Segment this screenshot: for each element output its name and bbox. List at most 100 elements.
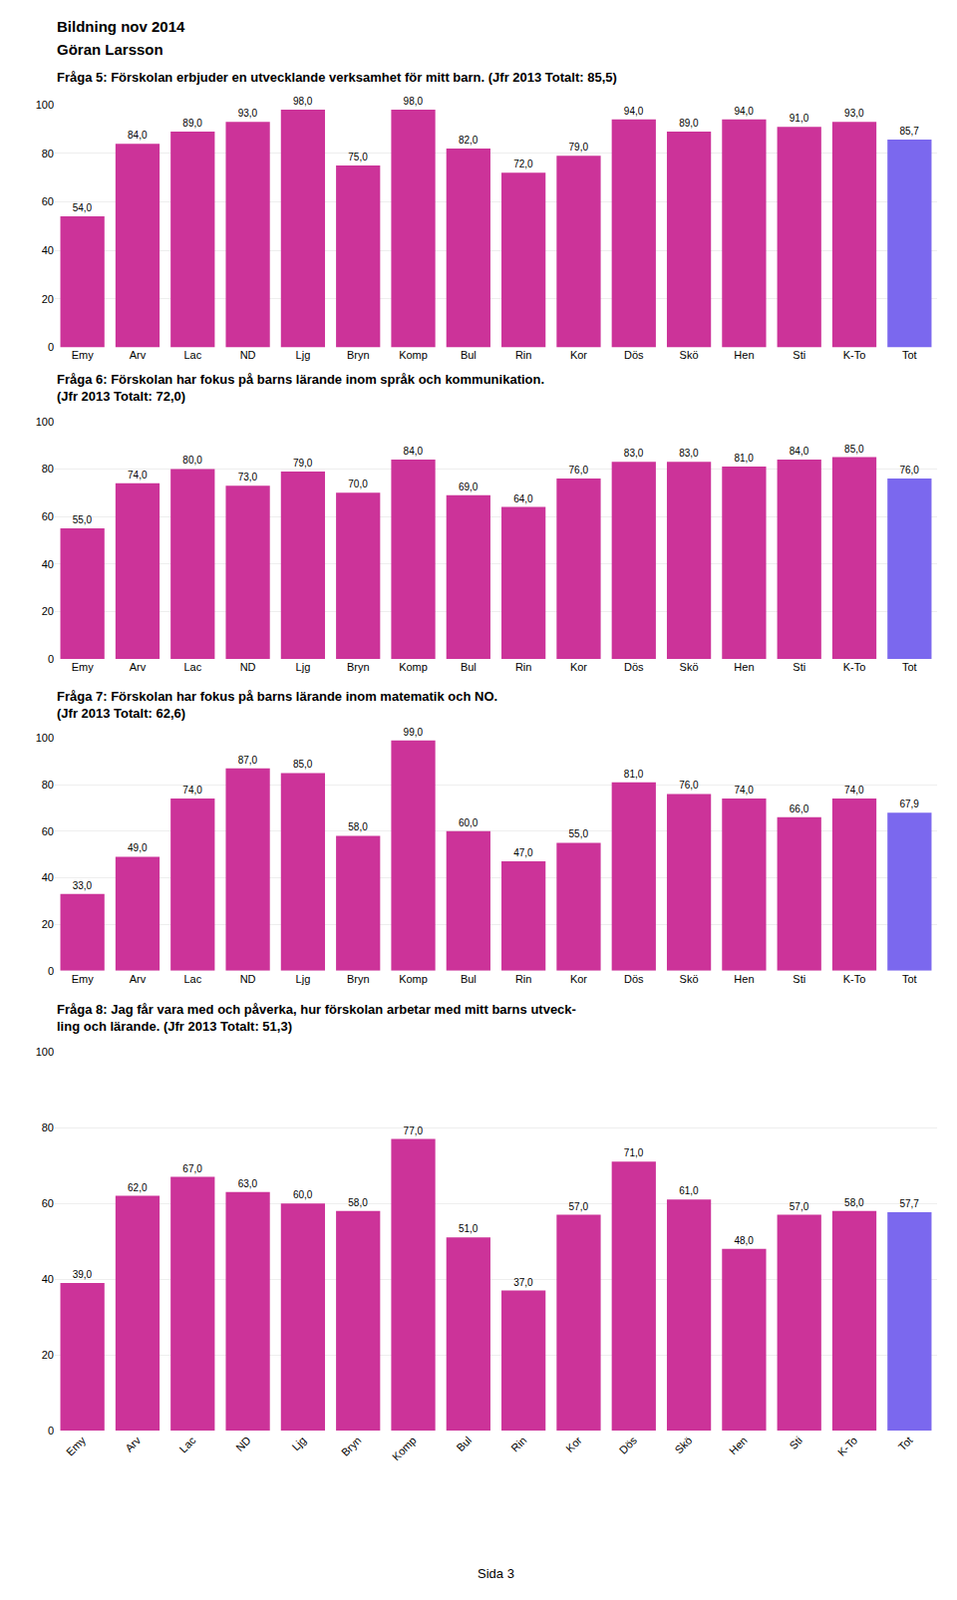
svg-text:100: 100	[35, 98, 54, 111]
svg-text:94,0: 94,0	[733, 105, 754, 117]
svg-text:66,0: 66,0	[789, 803, 810, 815]
svg-text:70,0: 70,0	[347, 478, 368, 490]
svg-text:Ljg: Ljg	[296, 972, 312, 985]
svg-text:Hen: Hen	[733, 348, 754, 361]
svg-text:57,0: 57,0	[789, 1201, 810, 1213]
svg-text:Sti: Sti	[792, 660, 806, 673]
svg-text:57,7: 57,7	[899, 1198, 920, 1210]
svg-text:ND: ND	[240, 660, 257, 673]
svg-text:Komp: Komp	[398, 348, 428, 361]
svg-text:63,0: 63,0	[238, 1178, 259, 1190]
svg-text:61,0: 61,0	[678, 1185, 699, 1197]
svg-text:Bildning nov 2014: Bildning nov 2014	[56, 17, 186, 35]
svg-text:Dös: Dös	[624, 660, 644, 673]
svg-text:48,0: 48,0	[733, 1235, 754, 1247]
svg-text:83,0: 83,0	[678, 447, 699, 459]
svg-text:55,0: 55,0	[569, 828, 590, 840]
svg-text:Skö: Skö	[679, 660, 699, 673]
svg-text:Dös: Dös	[624, 972, 644, 985]
svg-text:69,0: 69,0	[458, 481, 479, 493]
svg-text:0: 0	[47, 1424, 54, 1437]
svg-text:Fråga 8: Jag får vara med och: Fråga 8: Jag får vara med och påverka, h…	[56, 1001, 577, 1034]
svg-text:33,0: 33,0	[72, 880, 93, 892]
svg-text:76,0: 76,0	[678, 779, 699, 791]
svg-text:Göran Larsson: Göran Larsson	[56, 40, 164, 58]
svg-text:Sti: Sti	[792, 972, 806, 985]
svg-text:Emy: Emy	[71, 972, 95, 985]
svg-text:80: 80	[41, 778, 54, 791]
svg-text:Bul: Bul	[453, 1434, 474, 1455]
svg-text:Dös: Dös	[624, 348, 644, 361]
svg-text:98,0: 98,0	[293, 95, 314, 107]
svg-text:Tot: Tot	[902, 660, 918, 673]
svg-text:75,0: 75,0	[347, 151, 368, 163]
svg-text:64,0: 64,0	[513, 493, 534, 505]
svg-text:82,0: 82,0	[458, 134, 479, 146]
svg-text:60: 60	[41, 510, 54, 523]
svg-text:79,0: 79,0	[569, 141, 590, 153]
svg-text:ND: ND	[240, 972, 257, 985]
svg-text:74,0: 74,0	[844, 784, 865, 796]
svg-text:74,0: 74,0	[127, 469, 148, 481]
svg-text:54,0: 54,0	[72, 202, 93, 214]
svg-text:87,0: 87,0	[238, 754, 259, 766]
svg-text:58,0: 58,0	[347, 821, 368, 833]
svg-text:Lac: Lac	[183, 660, 202, 673]
svg-text:60: 60	[41, 195, 54, 208]
svg-text:20: 20	[41, 918, 54, 931]
svg-text:20: 20	[41, 605, 54, 618]
svg-text:89,0: 89,0	[182, 117, 203, 129]
svg-text:55,0: 55,0	[72, 514, 93, 526]
svg-text:Tot: Tot	[896, 1434, 916, 1454]
svg-text:Rin: Rin	[508, 1434, 529, 1455]
svg-text:Kor: Kor	[570, 348, 588, 361]
svg-text:Kor: Kor	[563, 1433, 585, 1455]
svg-text:Hen: Hen	[733, 972, 754, 985]
svg-text:40: 40	[41, 1273, 54, 1285]
svg-text:81,0: 81,0	[624, 768, 644, 780]
svg-text:K-To: K-To	[843, 348, 867, 361]
svg-text:77,0: 77,0	[403, 1125, 424, 1137]
svg-text:99,0: 99,0	[403, 726, 424, 738]
svg-text:72,0: 72,0	[513, 158, 534, 170]
svg-text:0: 0	[47, 964, 54, 977]
svg-text:K-To: K-To	[843, 972, 867, 985]
svg-text:Emy: Emy	[71, 660, 95, 673]
svg-text:100: 100	[35, 1045, 54, 1058]
svg-text:Kor: Kor	[570, 972, 588, 985]
svg-text:Tot: Tot	[902, 972, 918, 985]
svg-text:81,0: 81,0	[733, 452, 754, 464]
svg-text:Dös: Dös	[617, 1433, 640, 1457]
svg-text:74,0: 74,0	[182, 784, 203, 796]
svg-text:76,0: 76,0	[899, 464, 920, 476]
svg-text:40: 40	[41, 558, 54, 571]
svg-text:Bul: Bul	[460, 660, 477, 673]
svg-text:80: 80	[41, 1121, 54, 1134]
svg-text:93,0: 93,0	[844, 107, 865, 119]
svg-text:Arv: Arv	[129, 348, 147, 361]
svg-text:37,0: 37,0	[513, 1276, 534, 1288]
svg-text:85,7: 85,7	[899, 125, 920, 137]
svg-text:Fråga 7: Förskolan har fokus p: Fråga 7: Förskolan har fokus på barns lä…	[56, 688, 498, 721]
svg-text:91,0: 91,0	[789, 112, 810, 124]
svg-text:20: 20	[41, 1348, 54, 1361]
svg-text:Lac: Lac	[183, 972, 202, 985]
svg-text:Skö: Skö	[679, 972, 699, 985]
svg-text:93,0: 93,0	[238, 107, 259, 119]
svg-text:85,0: 85,0	[844, 443, 865, 455]
svg-text:51,0: 51,0	[458, 1223, 479, 1235]
svg-text:Skö: Skö	[679, 348, 699, 361]
svg-text:84,0: 84,0	[127, 129, 148, 141]
svg-text:Lac: Lac	[183, 348, 202, 361]
svg-text:98,0: 98,0	[403, 95, 424, 107]
svg-text:ND: ND	[240, 348, 257, 361]
svg-text:K-To: K-To	[835, 1434, 860, 1459]
svg-text:49,0: 49,0	[127, 842, 148, 854]
svg-text:67,9: 67,9	[899, 798, 920, 810]
svg-text:Ljg: Ljg	[296, 660, 312, 673]
svg-text:0: 0	[47, 340, 54, 353]
svg-text:71,0: 71,0	[624, 1147, 644, 1159]
svg-text:94,0: 94,0	[624, 105, 644, 117]
svg-text:Ljg: Ljg	[289, 1434, 309, 1454]
svg-text:Rin: Rin	[515, 660, 533, 673]
